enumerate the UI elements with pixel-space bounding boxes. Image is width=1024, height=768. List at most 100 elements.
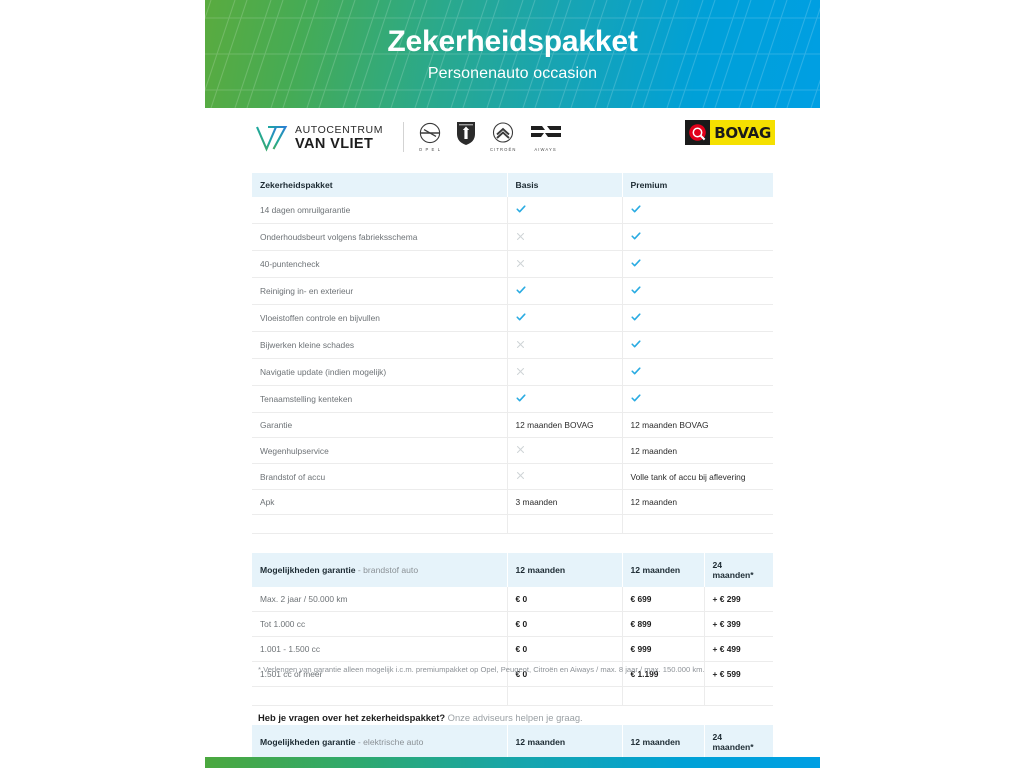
logo-strip: AUTOCENTRUM VAN VLIET O P E L: [255, 118, 775, 166]
premium-value: 12 maanden: [621, 489, 773, 515]
price-col-2: € 1.199: [621, 661, 704, 687]
bovag-wordmark: BOVAG: [710, 120, 775, 145]
price-col-2: € 699: [621, 587, 704, 612]
cell-text: € 1.199: [630, 669, 659, 679]
basis-value: [506, 331, 622, 359]
column-header-label: Zekerheidspakket: [260, 180, 333, 190]
price-column-header-label: 12 maanden: [630, 565, 681, 575]
aiways-caption: AIWAYS: [534, 147, 557, 152]
check-icon: [630, 393, 641, 403]
feature-label: Apk: [252, 489, 507, 515]
basis-value: 3 maanden: [506, 489, 622, 515]
cell-text: 1.501 cc of meer: [260, 669, 323, 679]
price-column-header-label: 24 maanden*: [712, 560, 754, 580]
price-col-1: € 0: [506, 636, 622, 662]
table-row: Apk 3 maanden 12 maanden: [252, 489, 773, 515]
table-row: 14 dagen omruilgarantie: [252, 197, 773, 224]
price-col-3: + € 499: [703, 636, 773, 662]
cell-text: Garantie: [260, 420, 293, 430]
price-column-header-label: 12 maanden: [515, 565, 566, 575]
premium-value: [621, 250, 773, 278]
price-column-header-label: 12 maanden: [515, 737, 566, 747]
feature-label: Vloeistoffen controle en bijvullen: [252, 304, 507, 332]
opel-caption: O P E L: [418, 147, 442, 152]
brand-peugeot: [456, 121, 476, 146]
feature-label: Reiniging in- en exterieur: [252, 277, 507, 305]
premium-value: Volle tank of accu bij aflevering: [621, 463, 773, 490]
basis-value: [506, 197, 622, 224]
check-icon: [630, 258, 641, 268]
bovag-badge-icon: [685, 120, 711, 145]
opel-logo-icon: [419, 122, 441, 144]
cta-answer: Onze adviseurs helpen je graag.: [445, 712, 583, 723]
cell-text: Onderhoudsbeurt volgens fabrieksschema: [260, 232, 418, 242]
feature-label: 40-puntencheck: [252, 250, 507, 278]
premium-value: 12 maanden BOVAG: [621, 412, 773, 438]
cell-text: € 699: [630, 594, 652, 604]
cell-text: € 899: [630, 619, 652, 629]
cell-text: 14 dagen omruilgarantie: [260, 205, 351, 215]
cell-text: Volle tank of accu bij aflevering: [630, 471, 746, 482]
banner-text-block: Zekerheidspakket Personenauto occasion: [205, 0, 820, 108]
table-zekerheidspakket: Zekerheidspakket Basis Premium 14 dagen omr…: [252, 173, 773, 534]
cell-text: 12 maanden BOVAG: [515, 420, 594, 430]
table-row: Navigatie update (indien mogelijk): [252, 358, 773, 386]
price-col-1: € 0: [506, 611, 622, 637]
check-icon: [630, 204, 641, 214]
dealer-wordmark: AUTOCENTRUM VAN VLIET: [295, 123, 384, 152]
table-row: Tenaamstelling kenteken: [252, 385, 773, 413]
premium-value: [621, 331, 773, 359]
premium-value: [621, 277, 773, 305]
price-table-title-bold: Mogelijkheden garantie: [260, 737, 356, 747]
bovag-seal-icon: [689, 124, 707, 141]
table-row: Wegenhulpservice 12 maanden: [252, 437, 773, 464]
van-vliet-v7-icon: [256, 125, 288, 152]
cell-text: € 0: [515, 594, 528, 604]
cell-text: Bijwerken kleine schades: [260, 340, 355, 350]
feature-label: Tenaamstelling kenteken: [252, 385, 507, 413]
price-column-header-2: 24 maanden*: [703, 553, 773, 587]
price-col-1: € 0: [506, 587, 622, 612]
header-banner: Zekerheidspakket Personenauto occasion: [205, 0, 820, 108]
cell-text: € 0: [515, 619, 528, 629]
column-header-label: Premium: [630, 180, 668, 190]
check-icon: [515, 393, 526, 403]
cta-line: Heb je vragen over het zekerheidspakket?…: [258, 712, 583, 723]
cta-question: Heb je vragen over het zekerheidspakket?: [258, 712, 446, 723]
dealer-name-line1: AUTOCENTRUM: [295, 123, 384, 136]
basis-value: [506, 277, 622, 305]
cell-text: + € 399: [712, 619, 741, 629]
aiways-logo-icon: [530, 126, 561, 137]
brand-logo-row: O P E L CITROËN: [418, 121, 561, 152]
price-row: Max. 2 jaar / 50.000 km € 0 € 699 + € 299: [252, 587, 773, 612]
brand-aiways: AIWAYS: [530, 121, 561, 152]
cross-icon: [516, 340, 525, 349]
citroen-caption: CITROËN: [490, 147, 517, 152]
cell-text: Apk: [260, 497, 275, 507]
premium-value: [621, 197, 773, 224]
check-icon: [515, 204, 526, 214]
feature-label: Onderhoudsbeurt volgens fabrieksschema: [252, 223, 507, 251]
cell-text: € 0: [515, 644, 528, 654]
premium-value: [621, 304, 773, 332]
cell-text: 12 maanden: [630, 445, 678, 456]
basis-value: [506, 463, 622, 490]
cell-text: + € 599: [712, 669, 741, 679]
price-column-header-2: 24 maanden*: [703, 725, 773, 759]
price-table-title: Mogelijkheden garantie - brandstof auto: [252, 553, 507, 587]
dealer-name-line2: VAN VLIET: [295, 136, 374, 152]
dealer-logo: AUTOCENTRUM VAN VLIET: [255, 121, 383, 155]
cell-text: Reiniging in- en exterieur: [260, 286, 354, 296]
cross-icon: [516, 367, 525, 376]
premium-value: 12 maanden: [621, 437, 773, 464]
price-row-label: Tot 1.000 cc: [252, 611, 507, 637]
column-header-0: Zekerheidspakket: [252, 173, 507, 197]
check-icon: [515, 285, 526, 295]
table-row: Vloeistoffen controle en bijvullen: [252, 304, 773, 332]
cross-icon: [516, 445, 525, 454]
table-header-row: Mogelijkheden garantie - elektrische aut…: [252, 725, 773, 759]
feature-label: 14 dagen omruilgarantie: [252, 197, 507, 224]
basis-value: 12 maanden BOVAG: [506, 412, 622, 438]
premium-value: [621, 385, 773, 413]
